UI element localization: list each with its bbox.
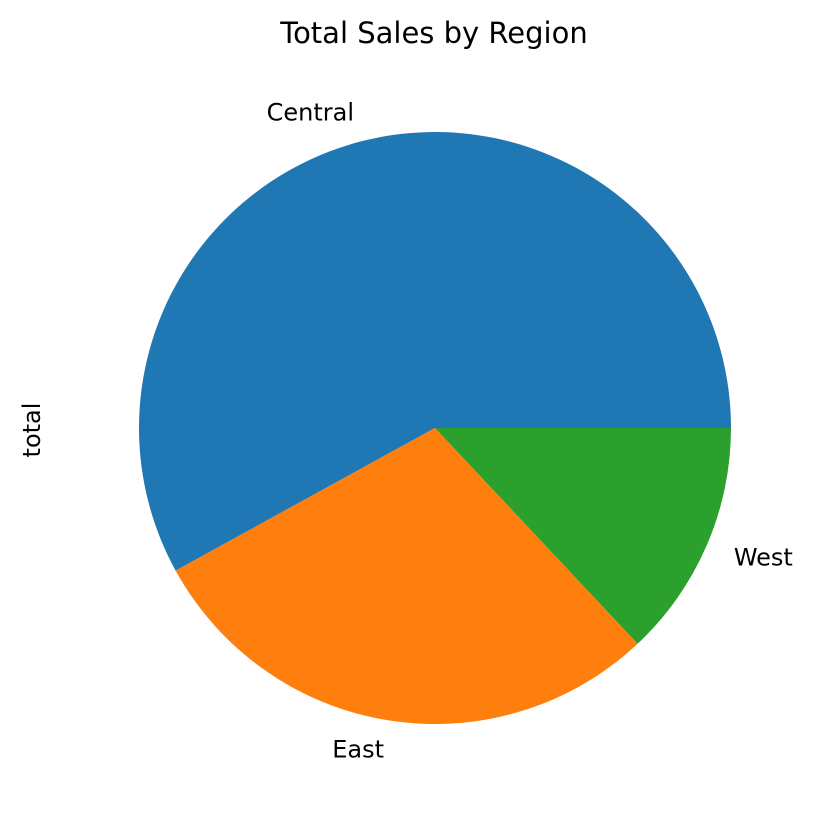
y-axis-label: total: [18, 403, 46, 458]
pie-slices: [139, 132, 732, 725]
pie-labels: Central East West: [267, 99, 793, 764]
pie-slice-east: [175, 428, 638, 725]
pie-slice-central: [139, 132, 732, 571]
chart-title: Total Sales by Region: [279, 16, 587, 50]
pie-slice-west: [435, 428, 731, 644]
pie-label-east: East: [332, 736, 384, 764]
pie-label-west: West: [734, 543, 793, 571]
pie-label-central: Central: [267, 99, 354, 127]
